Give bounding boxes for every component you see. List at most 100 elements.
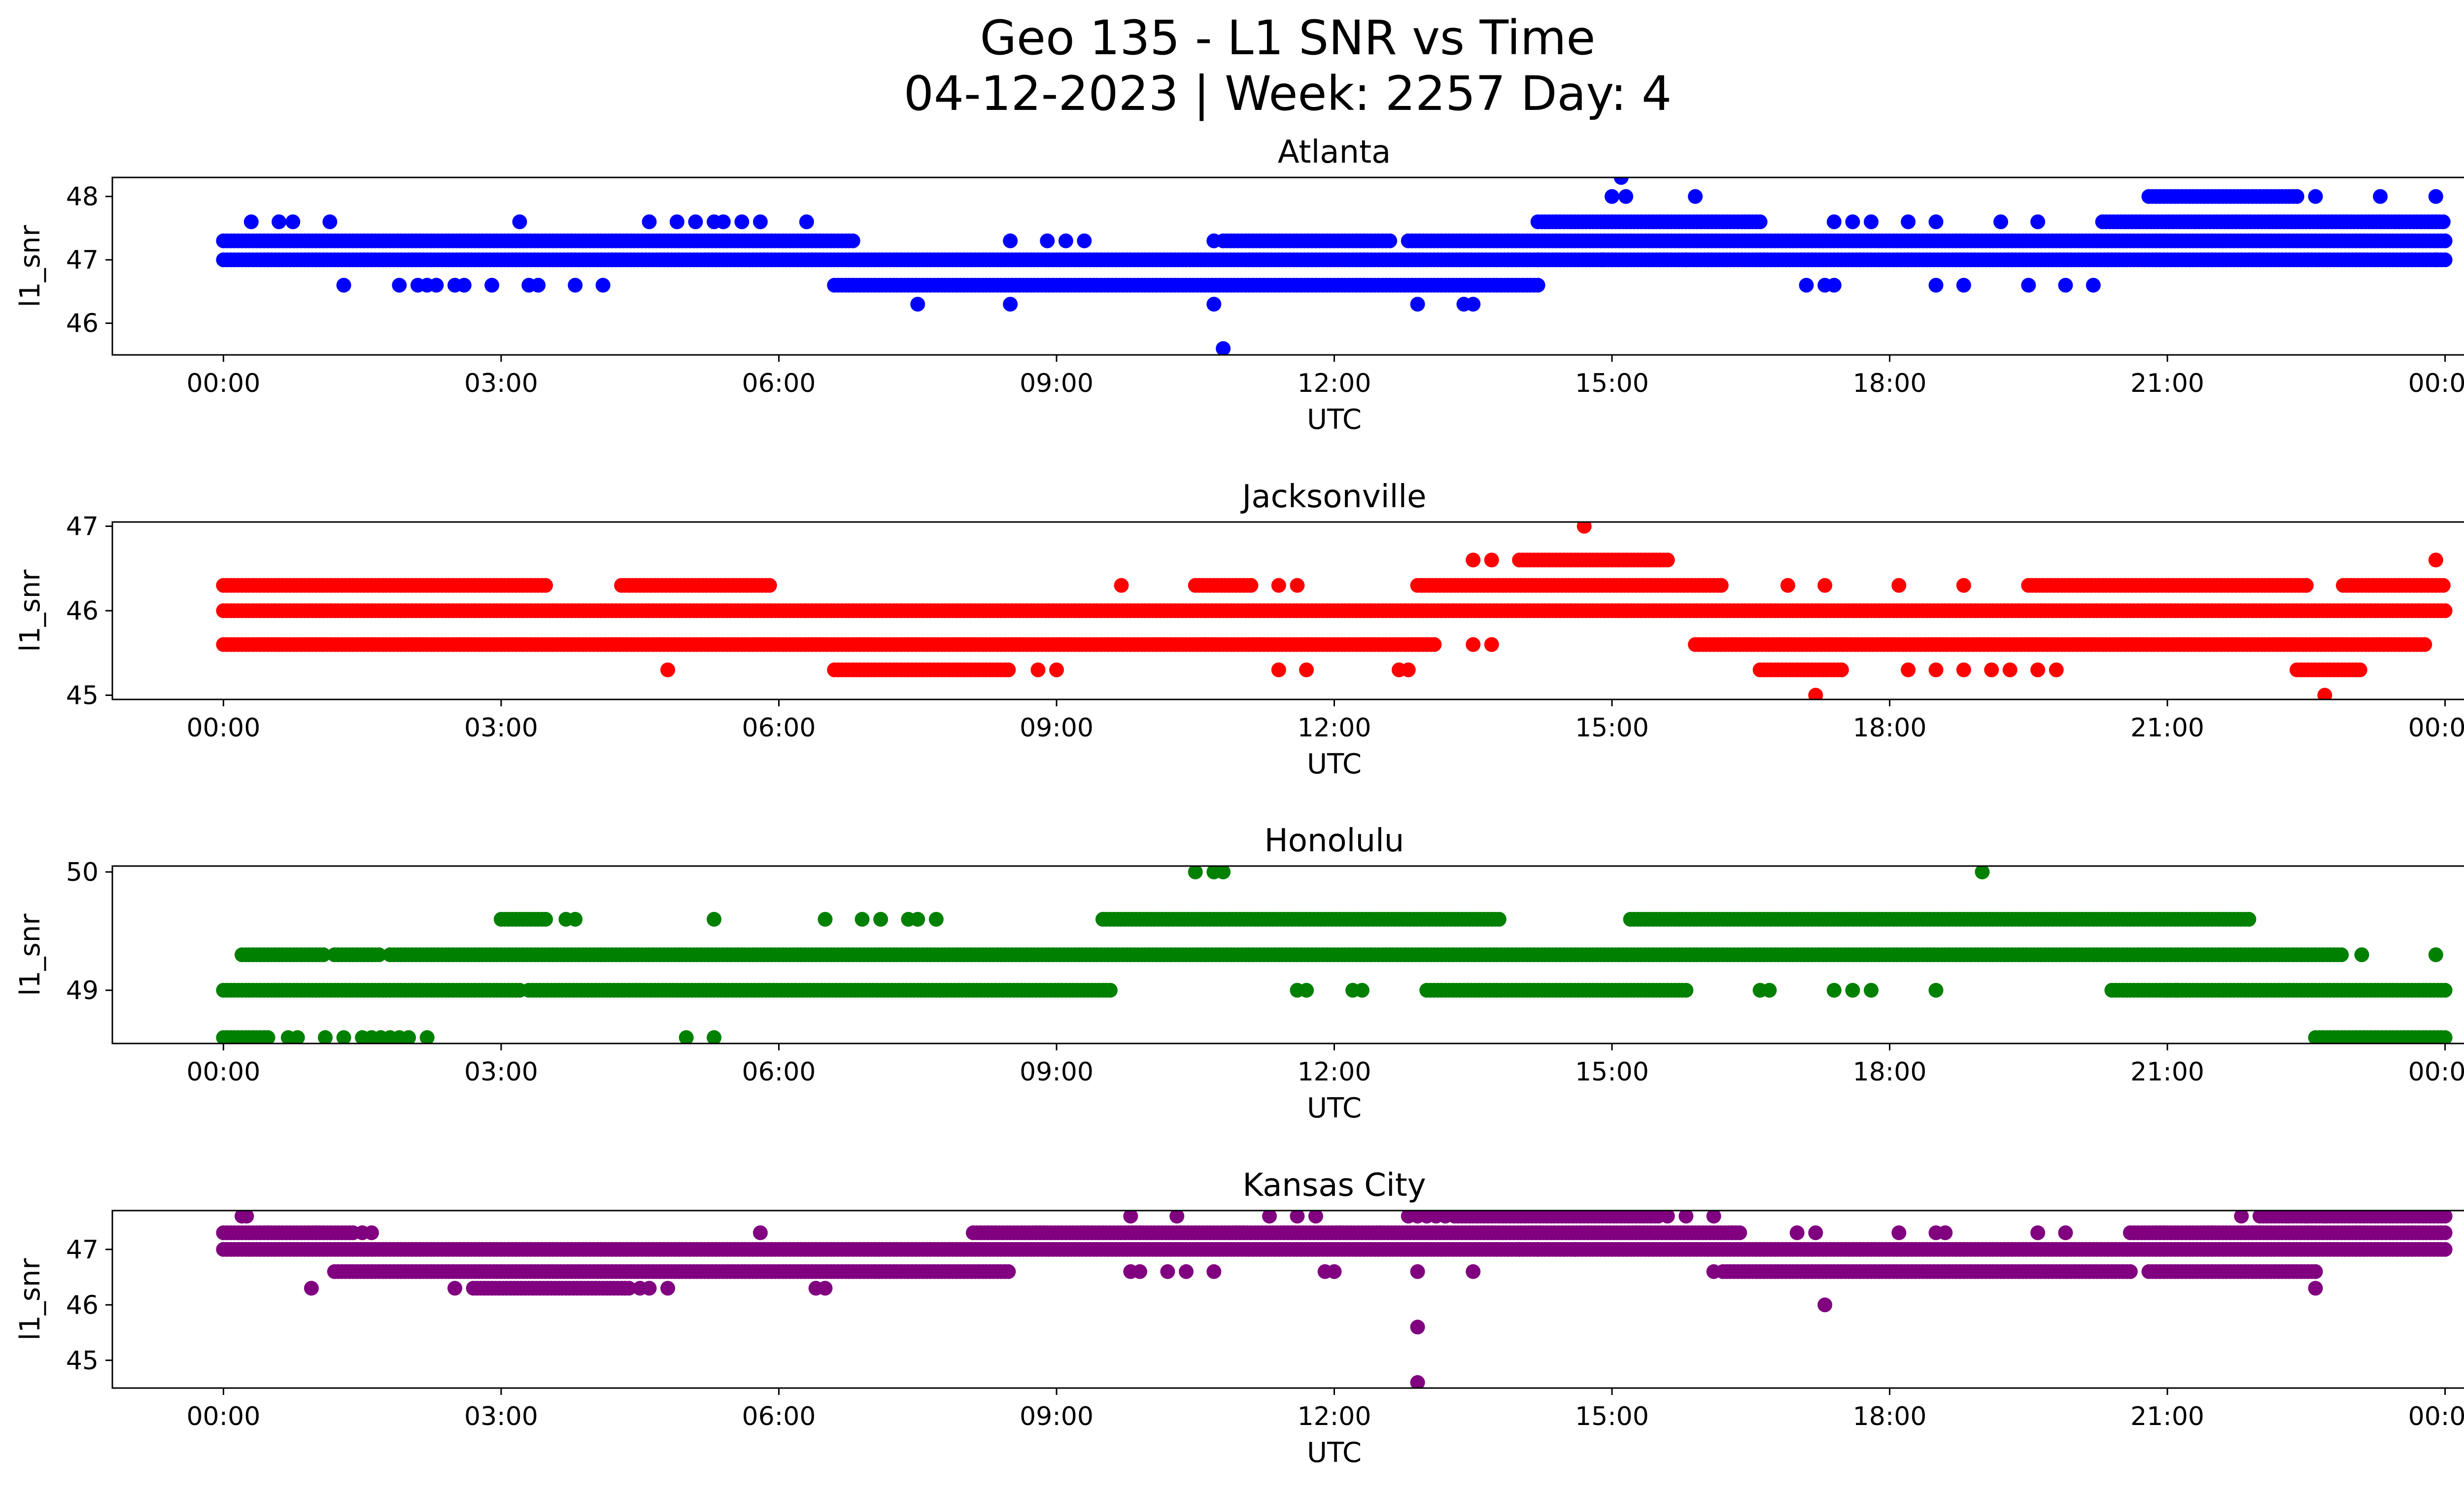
- data-point: [2435, 578, 2451, 593]
- data-point: [799, 214, 814, 229]
- data-point: [1688, 189, 1703, 204]
- data-point: [2352, 662, 2367, 677]
- data-point: [568, 278, 583, 293]
- data-point: [845, 233, 860, 248]
- x-tick-label: 09:00: [1020, 713, 1094, 743]
- data-point: [1864, 983, 1879, 998]
- subplot-title: Honolulu: [1265, 823, 1404, 859]
- y-tick-label: 48: [66, 182, 99, 212]
- data-point: [1799, 278, 1814, 293]
- figure-title-line-1: Geo 135 - L1 SNR vs Time: [980, 10, 1596, 66]
- data-point: [2336, 214, 2351, 229]
- x-tick-label: 09:00: [1020, 1057, 1094, 1087]
- data-point: [2058, 278, 2073, 293]
- data-point: [2086, 278, 2101, 293]
- data-point: [2373, 214, 2388, 229]
- x-tick-label: 00:00: [2408, 1057, 2464, 1087]
- x-tick-label: 03:00: [464, 1057, 538, 1087]
- data-point: [1271, 662, 1286, 677]
- data-point: [2437, 983, 2453, 998]
- x-tick-label: 09:00: [1020, 369, 1094, 398]
- data-point: [1354, 983, 1369, 998]
- data-point: [1752, 214, 1768, 229]
- data-point: [1901, 662, 1916, 677]
- x-tick-label: 00:00: [186, 369, 260, 398]
- data-point: [734, 214, 750, 229]
- data-point: [1491, 912, 1506, 927]
- data-point: [2437, 1030, 2453, 1043]
- data-point: [1618, 189, 1634, 204]
- x-axis-label: UTC: [1307, 404, 1362, 436]
- data-point: [595, 278, 611, 293]
- y-tick-label: 46: [66, 309, 99, 339]
- data-point: [1206, 297, 1222, 312]
- data-point: [2428, 947, 2443, 962]
- data-point: [401, 1030, 416, 1043]
- data-point: [669, 214, 684, 229]
- data-point: [1466, 297, 1481, 312]
- data-point: [642, 214, 657, 229]
- data-point: [1410, 297, 1425, 312]
- data-point: [1401, 662, 1416, 677]
- data-point: [1290, 578, 1305, 593]
- data-point: [1102, 983, 1118, 998]
- data-point: [1891, 578, 1907, 593]
- x-tick-label: 21:00: [2130, 1057, 2204, 1087]
- subplot-title: Kansas City: [1242, 1167, 1426, 1204]
- data-point: [1466, 553, 1481, 568]
- data-point: [1114, 578, 1129, 593]
- data-point: [2354, 947, 2369, 962]
- y-tick-label: 50: [66, 858, 99, 887]
- data-point: [1040, 233, 1055, 248]
- data-point: [290, 1030, 305, 1043]
- x-tick-label: 21:00: [2130, 369, 2204, 398]
- data-point: [512, 214, 527, 229]
- data-point: [679, 1030, 694, 1043]
- data-point: [1216, 341, 1231, 355]
- data-point: [336, 278, 351, 293]
- data-point: [660, 662, 675, 677]
- y-axis-label: l1_snr: [14, 569, 46, 652]
- data-point: [1216, 866, 1231, 879]
- x-tick-label: 12:00: [1298, 1057, 1371, 1087]
- data-point: [762, 578, 777, 593]
- x-tick-label: 15:00: [1575, 369, 1649, 398]
- data-point: [753, 214, 768, 229]
- data-point: [707, 1030, 721, 1043]
- x-tick-label: 03:00: [464, 369, 538, 398]
- x-tick-label: 18:00: [1853, 1057, 1927, 1087]
- data-point: [429, 278, 444, 293]
- data-point: [1613, 177, 1629, 185]
- data-point: [2002, 662, 2018, 677]
- x-tick-label: 12:00: [1298, 369, 1371, 398]
- data-point: [1956, 662, 1971, 677]
- data-point: [2428, 189, 2443, 204]
- data-point: [1901, 214, 1916, 229]
- data-point: [1834, 662, 1849, 677]
- data-point: [1713, 578, 1729, 593]
- data-point: [1530, 278, 1545, 293]
- figure-title-line-2: 04-12-2023 | Week: 2257 Day: 4: [904, 66, 1672, 122]
- x-tick-label: 15:00: [1575, 1057, 1649, 1087]
- y-tick-label: 49: [66, 976, 99, 1006]
- y-tick-label: 47: [66, 245, 99, 275]
- data-point: [260, 1030, 275, 1043]
- data-point: [1030, 662, 1046, 677]
- x-tick-label: 06:00: [742, 369, 816, 398]
- x-tick-label: 18:00: [1853, 713, 1927, 743]
- y-tick-label: 45: [66, 681, 99, 710]
- x-axis-label: UTC: [1307, 748, 1362, 780]
- data-series: [216, 522, 2453, 699]
- x-tick-label: 06:00: [742, 713, 816, 743]
- data-point: [1975, 866, 1990, 879]
- data-point: [1605, 189, 1619, 204]
- data-point: [531, 278, 546, 293]
- data-point: [2373, 189, 2388, 204]
- data-point: [2437, 233, 2453, 248]
- data-point: [538, 578, 553, 593]
- data-point: [2298, 578, 2314, 593]
- data-point: [1993, 214, 2008, 229]
